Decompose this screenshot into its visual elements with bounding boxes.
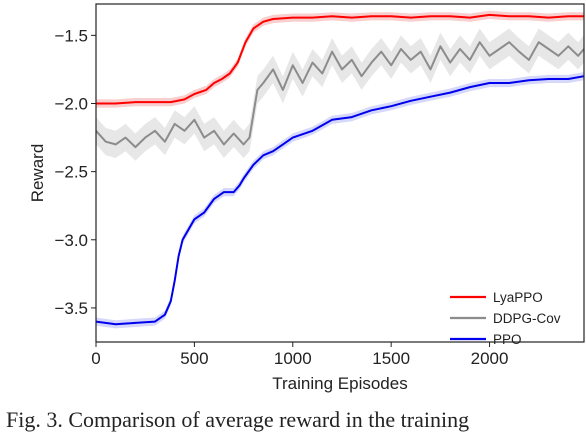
legend-label-ddpg-cov: DDPG-Cov (493, 311, 561, 326)
legend-label-lyappo: LyaPPO (493, 290, 543, 305)
figure-caption: Fig. 3. Comparison of average reward in … (6, 407, 470, 432)
y-tick-label: −2.0 (54, 94, 88, 113)
y-tick-label: −2.5 (54, 163, 88, 182)
series-lines (95, 13, 585, 326)
x-tick-label: 1500 (372, 349, 410, 368)
x-tick-label: 1000 (274, 349, 312, 368)
band-ddpg-cov (96, 28, 584, 161)
series-line-ppo (95, 75, 585, 326)
y-axis-title: Reward (28, 144, 47, 203)
x-tick-label: 2000 (471, 349, 509, 368)
series-line-ddpg-cov (95, 41, 585, 149)
y-axis-ticks: −1.5 −2.0 −2.5 −3.0 −3.5 (54, 26, 96, 318)
x-tick-label: 500 (180, 349, 208, 368)
series-line-lyappo (96, 13, 584, 105)
y-tick-label: −3.5 (54, 299, 88, 318)
confidence-bands (96, 10, 584, 329)
band-lyappo (96, 10, 584, 108)
y-tick-label: −3.0 (54, 231, 88, 250)
legend-label-ppo: PPO (493, 332, 522, 347)
x-axis-ticks: 0 500 1000 1500 2000 (91, 342, 508, 368)
x-tick-label: 0 (91, 349, 100, 368)
reward-line-chart: 0 500 1000 1500 2000 −1.5 −2.0 −2.5 −3.0 −3.5 Tr… (28, 3, 585, 393)
legend: LyaPPO DDPG-Cov PPO (450, 290, 561, 347)
x-axis-title: Training Episodes (272, 374, 407, 393)
y-tick-label: −1.5 (54, 26, 88, 45)
plot-frame (95, 3, 585, 343)
